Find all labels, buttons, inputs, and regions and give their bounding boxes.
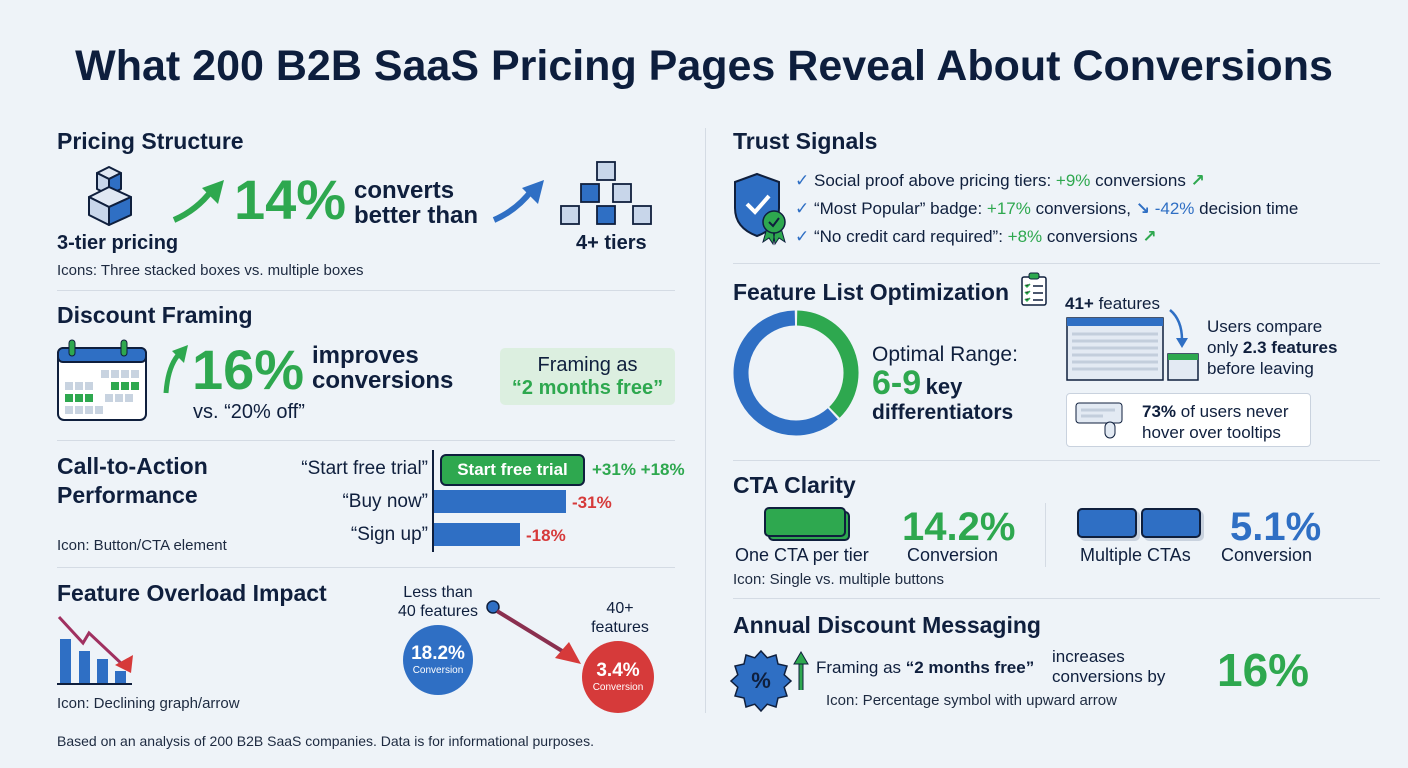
divider [733, 598, 1380, 599]
pricing-text: converts better than [354, 177, 479, 229]
check-icon: ✓ [795, 199, 810, 218]
cta-label: “Start free trial” [301, 458, 428, 479]
arrow-up-icon [163, 345, 188, 394]
divider [57, 440, 675, 441]
arrow-up-right-icon: ↗ [1190, 171, 1205, 190]
framing-box: Framing as “2 months free” [500, 348, 675, 405]
three-tier-label: 3-tier pricing [57, 232, 179, 254]
clarity-caption: Icon: Single vs. multiple buttons [733, 571, 944, 588]
divider [733, 263, 1380, 264]
annual-increases: increases conversions by [1052, 647, 1166, 686]
discount-text-2: conversions [312, 367, 454, 394]
donut-chart [733, 310, 859, 436]
shield-check-icon [734, 172, 786, 246]
pricing-heading: Pricing Structure [57, 128, 244, 154]
features-count: 41+ features [1065, 294, 1160, 313]
arrow-down-right-icon: ↘ [1135, 199, 1150, 218]
cta-heading-2: Performance [57, 482, 198, 508]
divider [57, 567, 675, 568]
multiple-buttons-icon [1077, 508, 1137, 538]
divider [57, 290, 675, 291]
discount-vs: vs. “20% off” [193, 401, 305, 423]
buy-now-bar [434, 490, 566, 513]
browser-window-icon [1066, 309, 1199, 381]
trust-item: ✓ “No credit card required”: +8% convers… [795, 227, 1157, 246]
one-cta-sub: Conversion [907, 545, 999, 565]
multi-cta-sub: Conversion [1221, 545, 1313, 565]
cta-value: -18% [526, 526, 566, 545]
clarity-heading: CTA Clarity [733, 472, 856, 498]
discount-heading: Discount Framing [57, 302, 253, 328]
cta-value: +31% +18% [592, 460, 685, 479]
declining-graph-icon [57, 615, 133, 685]
axis-line [432, 450, 434, 552]
annual-framing: Framing as “2 months free” [816, 658, 1035, 677]
decline-arrow-icon [486, 600, 581, 664]
svg-text:%: % [751, 668, 771, 693]
overload-caption: Icon: Declining graph/arrow [57, 695, 240, 712]
multi-cta-label: Multiple CTAs [1080, 545, 1191, 565]
annual-stat: 16% [1217, 644, 1310, 696]
annual-caption: Icon: Percentage symbol with upward arro… [826, 692, 1117, 709]
arrow-up-right-icon [172, 180, 224, 223]
divider [1045, 503, 1046, 567]
clipboard-checklist-icon [1021, 272, 1047, 306]
divider [733, 460, 1380, 461]
overload-heading: Feature Overload Impact [57, 580, 327, 606]
over-40-circle: 3.4% Conversion [582, 641, 654, 713]
donut-segment-blue [733, 310, 838, 436]
multiple-boxes-icon [560, 161, 652, 225]
arrow-up-right-icon: ↗ [1142, 227, 1157, 246]
start-free-trial-button[interactable]: Start free trial [440, 454, 585, 486]
trust-list: ✓ Social proof above pricing tiers: +9% … [795, 167, 1298, 251]
tooltip-box: 73% of users never hover over tooltips [1066, 393, 1311, 447]
trust-heading: Trust Signals [733, 128, 878, 154]
trust-item: ✓ “Most Popular” badge: +17% conversions… [795, 199, 1299, 218]
footer-note: Based on an analysis of 200 B2B SaaS com… [57, 733, 594, 749]
differentiators: differentiators [872, 401, 1014, 424]
features-heading: Feature List Optimization [733, 279, 1010, 305]
page-title: What 200 B2B SaaS Pricing Pages Reveal A… [75, 42, 1333, 90]
cta-label: “Buy now” [342, 491, 428, 512]
one-cta-value: 14.2% [902, 505, 1016, 549]
donut-segment-green [796, 310, 859, 418]
optimal-label: Optimal Range: [872, 343, 1018, 366]
single-button-icon [764, 507, 846, 537]
arrow-up-right-icon [492, 180, 544, 223]
stacked-boxes-icon [88, 166, 132, 226]
one-cta-label: One CTA per tier [735, 545, 869, 565]
cta-caption: Icon: Button/CTA element [57, 537, 227, 554]
cta-heading-1: Call-to-Action [57, 453, 208, 479]
check-icon: ✓ [795, 227, 810, 246]
multiple-buttons-icon [1141, 508, 1201, 538]
column-divider [705, 128, 706, 713]
calendar-icon [57, 339, 147, 421]
pricing-stat: 14% [234, 168, 347, 231]
cta-value: -31% [572, 493, 612, 512]
multi-cta-value: 5.1% [1230, 505, 1322, 549]
sign-up-bar [434, 523, 520, 546]
pricing-caption: Icons: Three stacked boxes vs. multiple … [57, 262, 364, 279]
mouse-hover-icon [1075, 402, 1123, 439]
percent-badge-icon: % [729, 649, 809, 713]
cta-label: “Sign up” [350, 524, 428, 545]
discount-stat: 16% [192, 338, 305, 401]
under-40-circle: 18.2% Conversion [403, 625, 473, 695]
annual-heading: Annual Discount Messaging [733, 612, 1041, 638]
four-tier-label: 4+ tiers [576, 232, 647, 254]
check-icon: ✓ [795, 171, 810, 190]
trust-item: ✓ Social proof above pricing tiers: +9% … [795, 171, 1205, 190]
discount-text-1: improves [312, 342, 419, 369]
